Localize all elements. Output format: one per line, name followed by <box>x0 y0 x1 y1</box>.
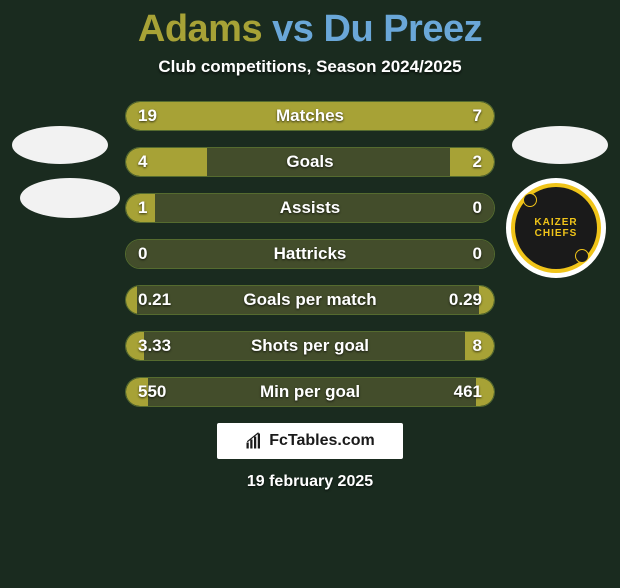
vs-text: vs <box>272 8 313 50</box>
stat-row: 42Goals <box>125 147 495 177</box>
stat-row: 197Matches <box>125 101 495 131</box>
stats-bars: 197Matches 42Goals 10Assists 00Hattricks 0.2… <box>125 101 495 407</box>
crest-line2: CHIEFS <box>535 228 578 239</box>
date-text: 19 february 2025 <box>0 473 620 491</box>
stat-label: Hattricks <box>126 240 494 268</box>
stat-row: 3.338Shots per goal <box>125 331 495 361</box>
player2-club-crest: KAIZER CHIEFS <box>506 178 606 278</box>
stat-label: Min per goal <box>126 378 494 406</box>
player2-avatar <box>512 126 608 164</box>
stat-label: Matches <box>126 102 494 130</box>
player1-club-badge <box>20 178 120 218</box>
chart-icon <box>245 432 263 450</box>
stat-label: Goals per match <box>126 286 494 314</box>
branding-text: FcTables.com <box>269 432 375 450</box>
player2-name: Du Preez <box>324 8 483 50</box>
stat-row: 0.210.29Goals per match <box>125 285 495 315</box>
stat-row: 10Assists <box>125 193 495 223</box>
crest-inner: KAIZER CHIEFS <box>515 187 597 269</box>
stat-row: 00Hattricks <box>125 239 495 269</box>
player1-avatar <box>12 126 108 164</box>
crest-line1: KAIZER <box>534 217 577 228</box>
stat-label: Assists <box>126 194 494 222</box>
soccer-ball-icon <box>523 193 537 207</box>
stat-label: Shots per goal <box>126 332 494 360</box>
player1-name: Adams <box>138 8 262 50</box>
branding-badge: FcTables.com <box>217 423 403 459</box>
stat-row: 550461Min per goal <box>125 377 495 407</box>
comparison-title: Adams vs Du Preez <box>0 8 620 51</box>
subtitle: Club competitions, Season 2024/2025 <box>0 57 620 77</box>
stat-label: Goals <box>126 148 494 176</box>
crest-text: KAIZER CHIEFS <box>534 217 577 239</box>
soccer-ball-icon <box>575 249 589 263</box>
